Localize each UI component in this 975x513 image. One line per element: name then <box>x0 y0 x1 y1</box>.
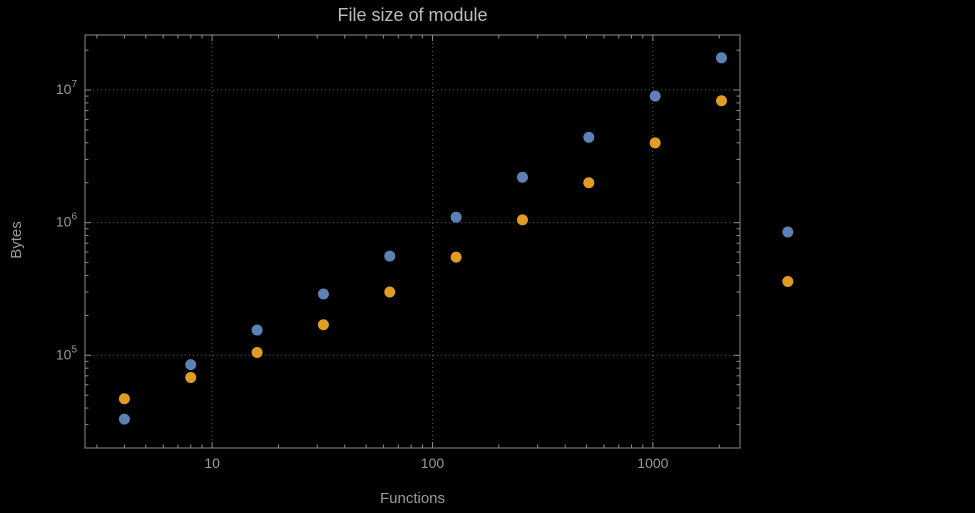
data-point-blue-series <box>649 90 661 102</box>
data-point-orange-series <box>649 137 661 149</box>
chart-title: File size of module <box>337 5 488 25</box>
data-point-blue-series <box>384 250 396 262</box>
data-point-blue-series <box>516 171 528 183</box>
data-point-blue-series <box>715 52 727 64</box>
y-tick-label: 107 <box>56 79 78 97</box>
data-point-orange-series <box>782 276 794 288</box>
x-axis-label: Functions <box>379 490 446 507</box>
data-point-blue-series <box>185 359 197 371</box>
x-tick-label: 10 <box>204 455 220 471</box>
data-point-orange-series <box>516 214 528 226</box>
x-tick-label: 100 <box>421 455 445 471</box>
data-point-orange-series <box>450 251 462 263</box>
data-point-blue-series <box>118 413 130 425</box>
plot-frame <box>84 34 741 449</box>
data-point-blue-series <box>251 324 263 336</box>
y-tick-label: 106 <box>56 212 78 230</box>
data-point-blue-series <box>450 211 462 223</box>
data-point-orange-series <box>185 372 197 384</box>
data-point-blue-series <box>583 131 595 143</box>
data-point-orange-series <box>384 286 396 298</box>
y-tick-label: 105 <box>56 344 78 362</box>
data-point-orange-series <box>251 346 263 358</box>
data-point-orange-series <box>583 177 595 189</box>
data-point-blue-series <box>782 226 794 238</box>
x-tick-label: 1000 <box>637 455 668 471</box>
data-point-blue-series <box>317 288 329 300</box>
data-point-orange-series <box>118 393 130 405</box>
data-point-orange-series <box>715 95 727 107</box>
data-point-orange-series <box>317 319 329 331</box>
